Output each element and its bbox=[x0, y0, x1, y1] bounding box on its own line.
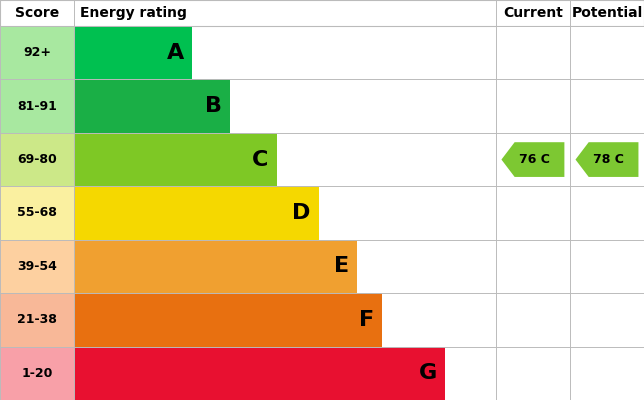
Text: 39-54: 39-54 bbox=[17, 260, 57, 273]
Bar bbox=[496, 293, 644, 346]
Polygon shape bbox=[502, 142, 564, 177]
Text: A: A bbox=[167, 43, 184, 63]
Bar bbox=[74, 26, 192, 80]
Text: E: E bbox=[334, 256, 348, 276]
Text: D: D bbox=[292, 203, 310, 223]
Bar bbox=[496, 80, 644, 133]
Bar bbox=[0, 0, 644, 26]
Text: 1-20: 1-20 bbox=[21, 367, 53, 380]
Bar bbox=[0, 133, 74, 186]
Bar bbox=[0, 80, 74, 133]
Text: Score: Score bbox=[15, 6, 59, 20]
Polygon shape bbox=[576, 142, 638, 177]
Bar bbox=[0, 186, 74, 240]
Bar bbox=[74, 346, 445, 400]
Text: 81-91: 81-91 bbox=[17, 100, 57, 113]
Bar bbox=[496, 26, 644, 80]
Text: 76 C: 76 C bbox=[519, 153, 550, 166]
Bar bbox=[0, 293, 74, 346]
Text: Potential: Potential bbox=[571, 6, 643, 20]
Bar bbox=[496, 186, 644, 240]
Bar bbox=[74, 240, 357, 293]
Text: Energy rating: Energy rating bbox=[80, 6, 187, 20]
Bar bbox=[74, 293, 382, 346]
Text: 21-38: 21-38 bbox=[17, 313, 57, 326]
Bar bbox=[74, 186, 319, 240]
Text: B: B bbox=[205, 96, 222, 116]
Text: 78 C: 78 C bbox=[593, 153, 624, 166]
Text: C: C bbox=[252, 150, 269, 170]
Bar bbox=[0, 346, 74, 400]
Text: 69-80: 69-80 bbox=[17, 153, 57, 166]
Bar bbox=[0, 26, 74, 80]
Bar bbox=[496, 133, 644, 186]
Bar bbox=[74, 133, 276, 186]
Bar bbox=[496, 346, 644, 400]
Text: 55-68: 55-68 bbox=[17, 206, 57, 220]
Text: 92+: 92+ bbox=[23, 46, 51, 59]
Text: G: G bbox=[419, 363, 437, 383]
Text: F: F bbox=[359, 310, 374, 330]
Bar bbox=[496, 240, 644, 293]
Bar bbox=[74, 80, 230, 133]
Text: Current: Current bbox=[503, 6, 563, 20]
Bar bbox=[0, 240, 74, 293]
